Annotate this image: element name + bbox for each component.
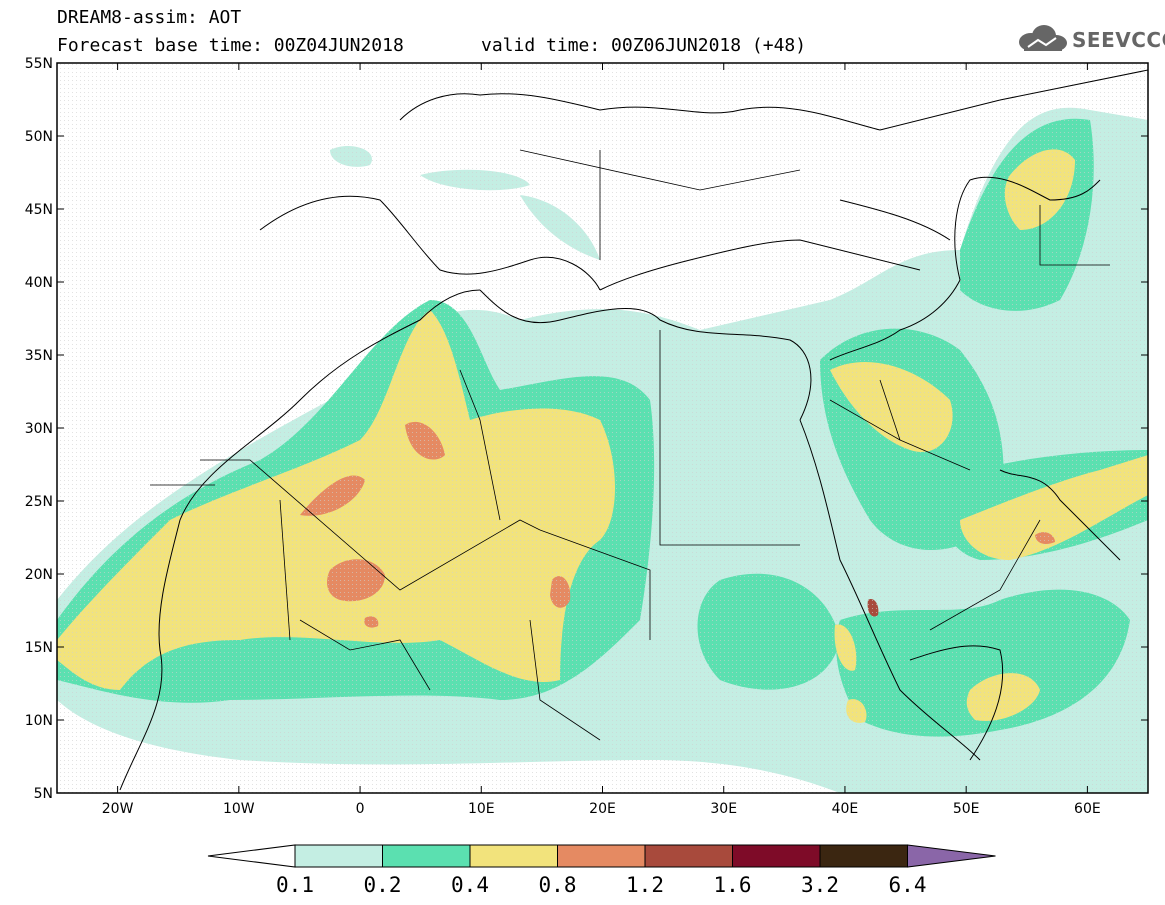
- colorbar-label: 6.4: [889, 873, 927, 897]
- lat-label: 30N: [25, 421, 53, 437]
- coastlines: [119, 69, 1148, 791]
- colorbar-high-arrow: [907, 844, 996, 868]
- colorbar-swatch: [644, 844, 733, 868]
- lat-label: 50N: [25, 129, 53, 145]
- colorbar: 0.1 0.2 0.4 0.8 1.2 1.6 3.2 6.4: [207, 844, 996, 897]
- lon-label: 20E: [589, 801, 616, 817]
- lon-label: 10E: [468, 801, 495, 817]
- colorbar-label: 3.2: [801, 873, 839, 897]
- colorbar-swatch: [382, 844, 471, 868]
- valid-time: valid time: 00Z06JUN2018 (+48): [481, 35, 807, 56]
- forecast-base-time: Forecast base time: 00Z04JUN2018: [57, 35, 404, 56]
- lat-label: 45N: [25, 202, 53, 218]
- cloud-icon: [1019, 25, 1067, 51]
- colorbar-label: 0.8: [539, 873, 577, 897]
- country-borders: [150, 149, 1110, 741]
- lat-label: 35N: [25, 348, 53, 364]
- lat-label: 25N: [25, 494, 53, 510]
- colorbar-swatch: [819, 844, 908, 868]
- lat-label: 40N: [25, 275, 53, 291]
- colorbar-swatch: [294, 844, 383, 868]
- map-title: DREAM8-assim: AOT: [57, 7, 242, 28]
- colorbar-swatch: [469, 844, 558, 868]
- colorbar-label: 0.2: [364, 873, 402, 897]
- colorbar-label: 1.6: [714, 873, 752, 897]
- colorbar-swatch: [557, 844, 646, 868]
- colorbar-label: 0.4: [451, 873, 489, 897]
- lon-label: 50E: [953, 801, 980, 817]
- colorbar-swatch: [732, 844, 821, 868]
- colorbar-label: 1.2: [626, 873, 664, 897]
- lon-label: 20W: [102, 801, 134, 817]
- longitude-axis: 20W 10W 0 10E 20E 30E 40E 50E 60E: [102, 63, 1101, 817]
- lat-label: 5N: [34, 786, 53, 802]
- logo-text: SEEVCCC: [1072, 28, 1165, 52]
- aot-field: [57, 63, 1148, 793]
- colorbar-low-arrow: [207, 844, 296, 868]
- lat-label: 15N: [25, 640, 53, 656]
- lat-label: 10N: [25, 713, 53, 729]
- lon-label: 0: [356, 801, 365, 817]
- lat-label: 20N: [25, 567, 53, 583]
- lat-label: 55N: [25, 56, 53, 72]
- lon-label: 10W: [223, 801, 255, 817]
- lon-label: 60E: [1074, 801, 1101, 817]
- latitude-axis: 55N 50N 45N 40N 35N 30N 25N 20N 15N 10N 5N: [25, 56, 1148, 802]
- lon-label: 30E: [710, 801, 737, 817]
- lon-label: 40E: [832, 801, 859, 817]
- colorbar-label: 0.1: [276, 873, 314, 897]
- seevccc-logo: [1016, 22, 1156, 56]
